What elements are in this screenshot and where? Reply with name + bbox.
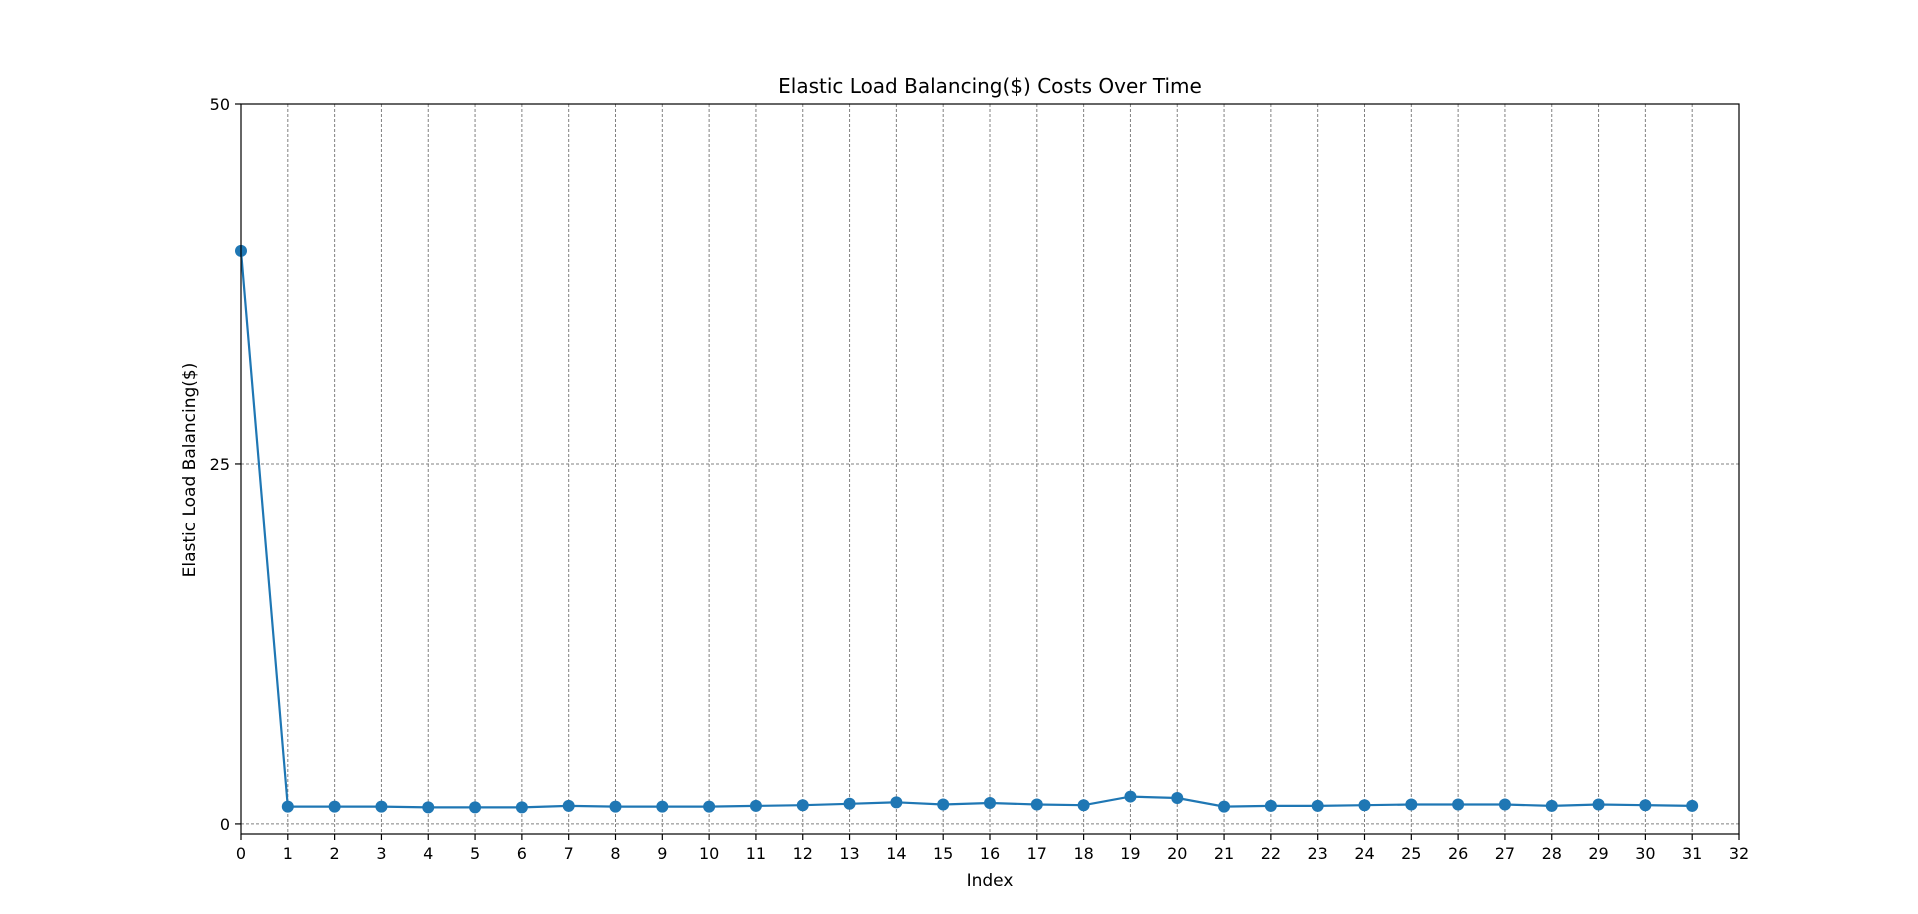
data-point [1358, 799, 1371, 812]
data-point [937, 798, 950, 811]
x-tick-label: 0 [236, 844, 246, 863]
x-axis-label: Index [967, 871, 1014, 891]
x-tick-label: 17 [1027, 844, 1047, 863]
x-tick-label: 24 [1354, 844, 1374, 863]
x-axis: 0 1 2 3 4 5 6 7 8 9 10 11 12 13 14 15 16 17 18 19 20 21 22 23 24… [236, 834, 1749, 863]
data-point [1311, 799, 1324, 812]
data-point [562, 799, 575, 812]
x-tick-label: 5 [470, 844, 480, 863]
data-point [1124, 790, 1137, 803]
y-tick-label: 25 [210, 455, 230, 474]
x-tick-label: 23 [1308, 844, 1328, 863]
data-point [890, 796, 903, 809]
data-point [515, 801, 528, 814]
data-point [422, 801, 435, 814]
x-tick-label: 31 [1682, 844, 1702, 863]
series-layer [235, 244, 1699, 814]
x-tick-label: 8 [610, 844, 620, 863]
data-point [1592, 798, 1605, 811]
data-point [375, 800, 388, 813]
x-tick-label: 16 [980, 844, 1000, 863]
x-tick-label: 26 [1448, 844, 1468, 863]
data-point [843, 797, 856, 810]
x-tick-label: 11 [746, 844, 766, 863]
series-line [239, 250, 1693, 809]
x-tick-label: 4 [423, 844, 433, 863]
data-point [1452, 798, 1465, 811]
data-point [609, 800, 622, 813]
x-tick-label: 2 [330, 844, 340, 863]
x-tick-label: 12 [793, 844, 813, 863]
x-tick-label: 20 [1167, 844, 1187, 863]
x-tick-label: 10 [699, 844, 719, 863]
data-point [1077, 799, 1090, 812]
data-point [1405, 798, 1418, 811]
x-tick-label: 13 [839, 844, 859, 863]
x-tick-label: 14 [886, 844, 906, 863]
grid [240, 103, 1740, 834]
x-tick-label: 25 [1401, 844, 1421, 863]
y-tick-label: 50 [210, 95, 230, 114]
x-tick-label: 28 [1542, 844, 1562, 863]
data-point [1030, 798, 1043, 811]
y-axis: 0 25 50 [210, 95, 241, 834]
x-tick-label: 7 [564, 844, 574, 863]
x-tick-label: 30 [1635, 844, 1655, 863]
x-tick-label: 22 [1261, 844, 1281, 863]
data-point [469, 801, 482, 814]
data-point [281, 800, 294, 813]
data-point [1218, 800, 1231, 813]
data-point [1264, 799, 1277, 812]
x-tick-label: 27 [1495, 844, 1515, 863]
y-tick-label: 0 [220, 815, 230, 834]
chart-title: Elastic Load Balancing($) Costs Over Tim… [778, 74, 1202, 98]
x-tick-label: 15 [933, 844, 953, 863]
x-tick-label: 32 [1729, 844, 1749, 863]
data-point [1498, 798, 1511, 811]
x-tick-label: 9 [657, 844, 667, 863]
data-point [656, 800, 669, 813]
x-tick-label: 3 [376, 844, 386, 863]
data-point [703, 800, 716, 813]
y-axis-label: Elastic Load Balancing($) [180, 363, 200, 578]
data-point [1686, 799, 1699, 812]
data-point [1545, 799, 1558, 812]
data-point [796, 799, 809, 812]
x-tick-label: 21 [1214, 844, 1234, 863]
data-point [984, 797, 996, 810]
x-tick-label: 18 [1073, 844, 1093, 863]
data-point [749, 799, 762, 812]
x-tick-label: 6 [517, 844, 527, 863]
x-tick-label: 29 [1588, 844, 1608, 863]
x-tick-label: 1 [283, 844, 293, 863]
x-tick-label: 19 [1120, 844, 1140, 863]
data-point [1639, 799, 1652, 812]
data-point [328, 800, 341, 813]
data-point [1171, 792, 1184, 805]
